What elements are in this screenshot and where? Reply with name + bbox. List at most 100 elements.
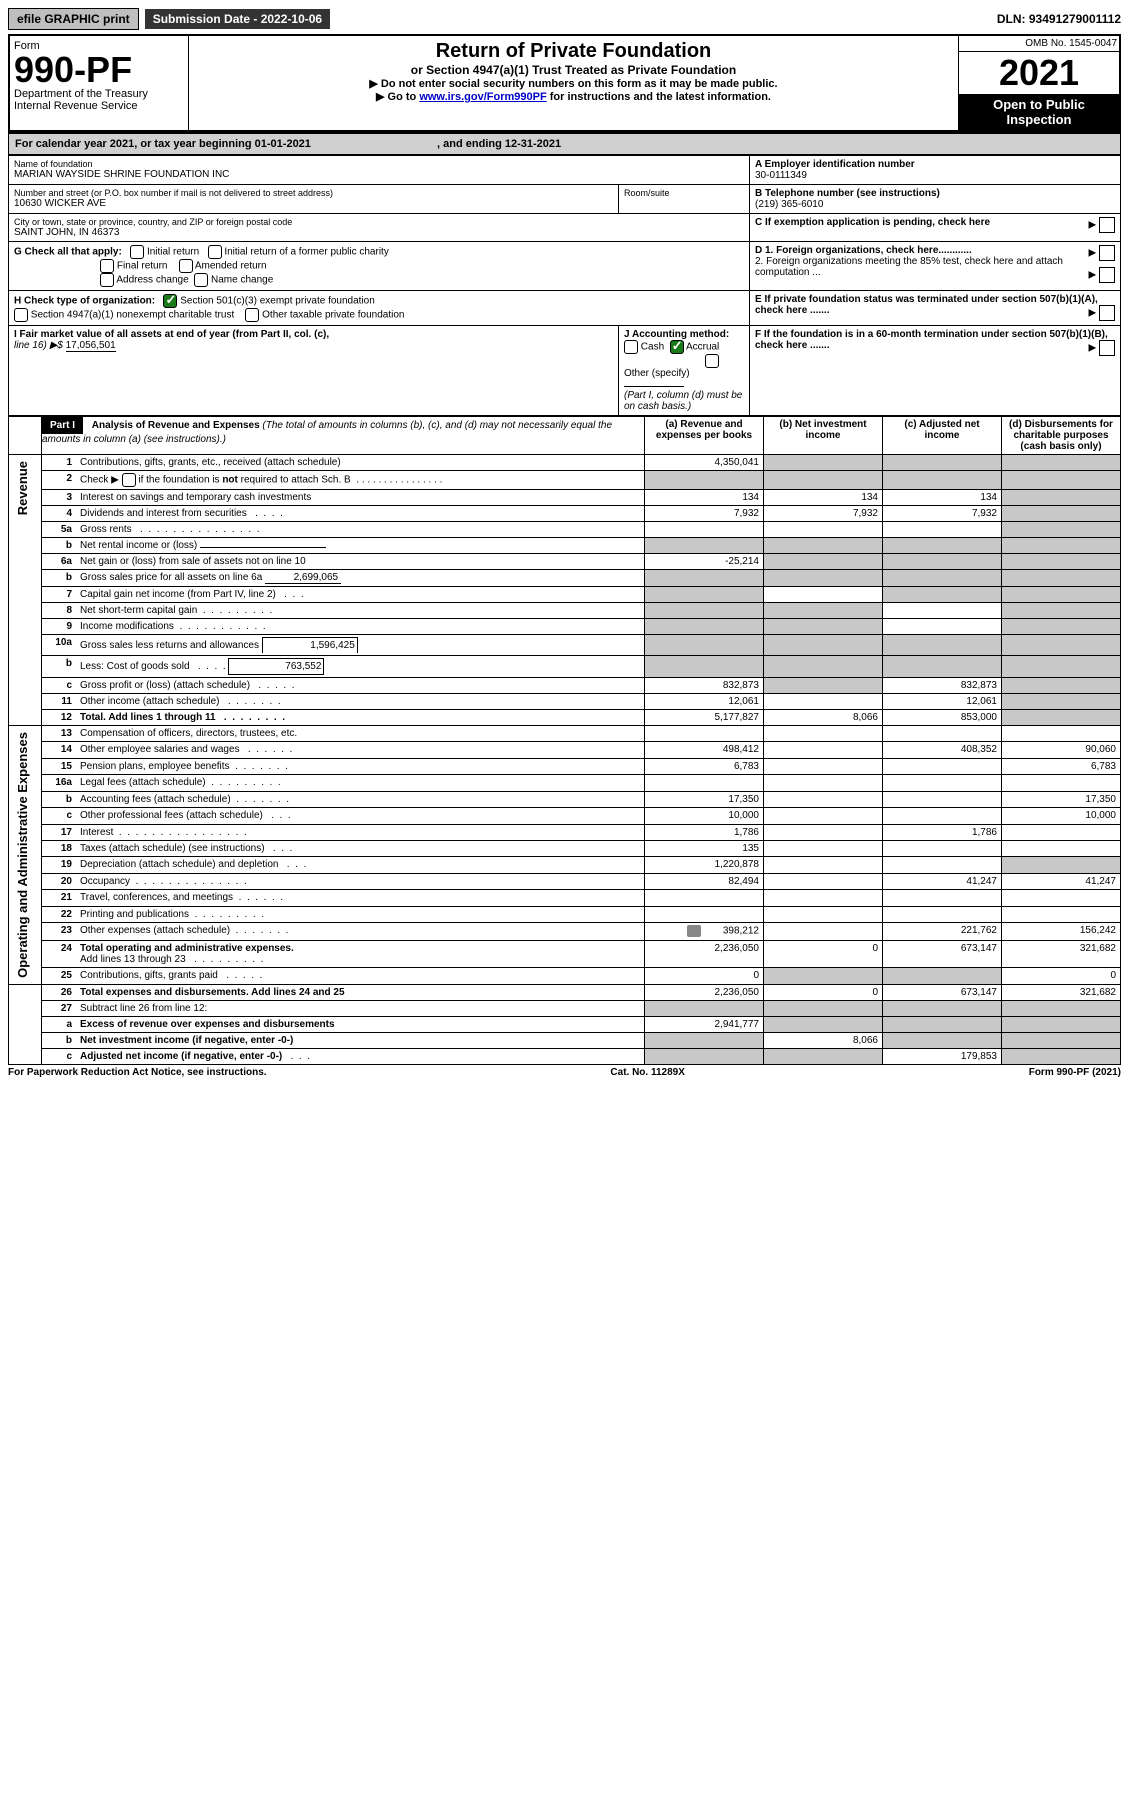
inline-value: 2,699,065 (265, 572, 341, 584)
h-4947-checkbox[interactable] (14, 308, 28, 322)
g-amended-checkbox[interactable] (179, 259, 193, 273)
row-num: 13 (42, 726, 77, 742)
row-desc: Taxes (attach schedule) (see instruction… (76, 840, 645, 856)
row-num: 16a (42, 775, 77, 791)
cell: 6,783 (645, 758, 764, 774)
g-name-checkbox[interactable] (194, 273, 208, 287)
calendar-year-strip: For calendar year 2021, or tax year begi… (8, 132, 1121, 155)
row-num: b (42, 791, 77, 807)
cell-1a: 4,350,041 (645, 455, 764, 471)
row-num: 2 (42, 471, 77, 490)
row-desc: Dividends and interest from securities .… (76, 506, 645, 522)
cell: -25,214 (645, 554, 764, 570)
cell: 321,682 (1002, 940, 1121, 968)
e-checkbox[interactable] (1099, 305, 1115, 321)
d1-checkbox[interactable] (1099, 245, 1115, 261)
cell: 5,177,827 (645, 710, 764, 726)
row-desc: Gross sales price for all assets on line… (76, 570, 645, 587)
cell: 82,494 (645, 873, 764, 889)
row-num: 24 (42, 940, 77, 968)
cell: 8,066 (764, 1032, 883, 1048)
f-checkbox[interactable] (1099, 340, 1115, 356)
row-num: 15 (42, 758, 77, 774)
attachment-icon[interactable] (687, 925, 701, 937)
irs-link[interactable]: www.irs.gov/Form990PF (419, 91, 546, 103)
row-num: 6a (42, 554, 77, 570)
cell: 832,873 (883, 678, 1002, 694)
g-initial-checkbox[interactable] (130, 245, 144, 259)
col-d-header: (d) Disbursements for charitable purpose… (1002, 417, 1121, 455)
street-address: 10630 WICKER AVE (14, 198, 613, 209)
row-num: b (42, 570, 77, 587)
cell: 134 (764, 490, 883, 506)
row-desc: Interest . . . . . . . . . . . . . . . . (76, 824, 645, 840)
f-label: F If the foundation is in a 60-month ter… (755, 329, 1108, 351)
h-other-checkbox[interactable] (245, 308, 259, 322)
g-address-checkbox[interactable] (100, 273, 114, 287)
row-desc: Net short-term capital gain . . . . . . … (76, 603, 645, 619)
g-initial-former-checkbox[interactable] (208, 245, 222, 259)
part1-header: Part I (42, 417, 83, 434)
cell: 7,932 (645, 506, 764, 522)
col-b-header: (b) Net investment income (764, 417, 883, 455)
d2-checkbox[interactable] (1099, 267, 1115, 283)
row-desc: Less: Cost of goods sold . . . . 763,552 (76, 656, 645, 678)
j-accrual-checkbox[interactable] (670, 340, 684, 354)
row-desc: Other professional fees (attach schedule… (76, 808, 645, 824)
row-desc: Net investment income (if negative, ente… (76, 1032, 645, 1048)
instr-goto: ▶ Go to www.irs.gov/Form990PF for instru… (193, 90, 954, 103)
row-num: 21 (42, 890, 77, 906)
cell: 179,853 (883, 1048, 1002, 1064)
efile-print-button[interactable]: efile GRAPHIC print (8, 8, 139, 30)
form-ref: Form 990-PF (2021) (1029, 1067, 1121, 1078)
j-other-checkbox[interactable] (705, 354, 719, 368)
city-value: SAINT JOHN, IN 46373 (14, 227, 744, 238)
row-num: 20 (42, 873, 77, 889)
row-desc: Check ▶ if the foundation is not require… (76, 471, 645, 490)
cell: 2,236,050 (645, 940, 764, 968)
row-num: 23 (42, 923, 77, 940)
row-num: 19 (42, 857, 77, 873)
row-num: 17 (42, 824, 77, 840)
cell: 1,220,878 (645, 857, 764, 873)
cell: 498,412 (645, 742, 764, 758)
row-desc: Total. Add lines 1 through 11 . . . . . … (76, 710, 645, 726)
j-cash-checkbox[interactable] (624, 340, 638, 354)
open-inspection-badge: Open to Public Inspection (959, 94, 1119, 130)
h-label: H Check type of organization: (14, 296, 155, 307)
row-num: 27 (42, 1000, 77, 1016)
cell: 156,242 (1002, 923, 1121, 940)
row-desc: Total operating and administrative expen… (76, 940, 645, 968)
omb-number: OMB No. 1545-0047 (959, 36, 1119, 52)
cell: 221,762 (883, 923, 1002, 940)
i-value: 17,056,501 (66, 340, 116, 352)
form-title: Return of Private Foundation (193, 40, 954, 63)
top-bar: efile GRAPHIC print Submission Date - 20… (8, 8, 1121, 30)
row-num: 11 (42, 694, 77, 710)
cell: 398,212 (645, 923, 764, 940)
row-desc: Total expenses and disbursements. Add li… (76, 984, 645, 1000)
d1-label: D 1. Foreign organizations, check here..… (755, 245, 972, 256)
row-desc: Gross sales less returns and allowances … (76, 635, 645, 656)
g-final-checkbox[interactable] (100, 259, 114, 273)
row-num: 26 (42, 984, 77, 1000)
cell: 832,873 (645, 678, 764, 694)
row-desc: Contributions, gifts, grants paid . . . … (76, 968, 645, 985)
part1-title: Analysis of Revenue and Expenses (92, 420, 260, 431)
name-label: Name of foundation (14, 159, 744, 169)
dln-text: DLN: 93491279001112 (997, 12, 1121, 26)
h-501c3-checkbox[interactable] (163, 294, 177, 308)
row-num: 12 (42, 710, 77, 726)
expenses-side-label: Operating and Administrative Expenses (13, 728, 32, 982)
cell: 17,350 (645, 791, 764, 807)
cell: 12,061 (645, 694, 764, 710)
cell: 1,786 (645, 824, 764, 840)
schb-checkbox[interactable] (122, 473, 136, 487)
part1-table: Part I Analysis of Revenue and Expenses … (8, 416, 1121, 1065)
row-num: 10a (42, 635, 77, 656)
i-line16: line 16) ▶$ (14, 340, 66, 351)
phone-label: B Telephone number (see instructions) (755, 188, 1115, 199)
phone-value: (219) 365-6010 (755, 199, 1115, 210)
row-num: 7 (42, 587, 77, 603)
c-checkbox[interactable] (1099, 217, 1115, 233)
